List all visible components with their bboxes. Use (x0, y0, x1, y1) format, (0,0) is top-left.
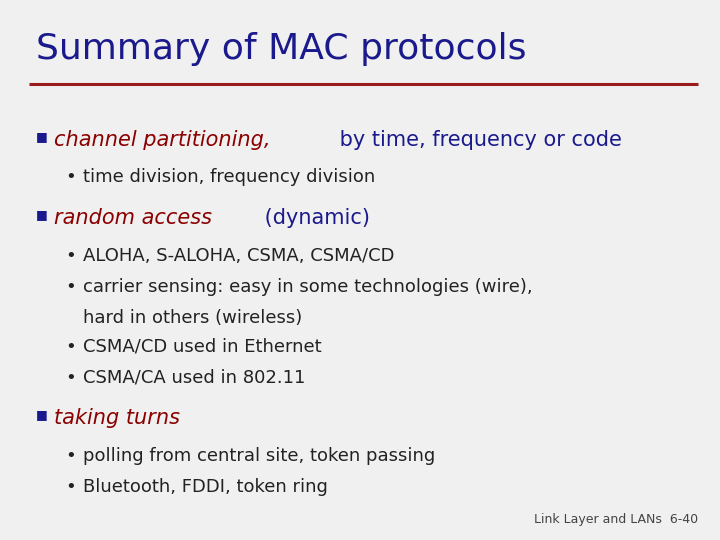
Text: channel partitioning,: channel partitioning, (54, 130, 271, 150)
Text: •: • (65, 168, 76, 186)
Text: CSMA/CD used in Ethernet: CSMA/CD used in Ethernet (83, 338, 321, 355)
Text: polling from central site, token passing: polling from central site, token passing (83, 447, 435, 465)
Text: random access: random access (54, 208, 212, 228)
Text: Summary of MAC protocols: Summary of MAC protocols (36, 32, 526, 66)
Text: ■: ■ (36, 130, 48, 143)
Text: time division, frequency division: time division, frequency division (83, 168, 375, 186)
Text: Link Layer and LANs  6-40: Link Layer and LANs 6-40 (534, 514, 698, 526)
Text: ■: ■ (36, 208, 48, 221)
Text: •: • (65, 369, 76, 387)
Text: Bluetooth, FDDI, token ring: Bluetooth, FDDI, token ring (83, 478, 328, 496)
Text: •: • (65, 278, 76, 296)
Text: ALOHA, S-ALOHA, CSMA, CSMA/CD: ALOHA, S-ALOHA, CSMA, CSMA/CD (83, 247, 395, 265)
Text: •: • (65, 338, 76, 355)
Text: taking turns: taking turns (54, 408, 180, 428)
Text: by time, frequency or code: by time, frequency or code (333, 130, 622, 150)
Text: •: • (65, 447, 76, 465)
Text: carrier sensing: easy in some technologies (wire),: carrier sensing: easy in some technologi… (83, 278, 532, 296)
Text: ■: ■ (36, 408, 48, 421)
Text: •: • (65, 247, 76, 265)
Text: (dynamic): (dynamic) (258, 208, 370, 228)
Text: •: • (65, 478, 76, 496)
Text: CSMA/CA used in 802.11: CSMA/CA used in 802.11 (83, 369, 305, 387)
Text: hard in others (wireless): hard in others (wireless) (83, 309, 302, 327)
